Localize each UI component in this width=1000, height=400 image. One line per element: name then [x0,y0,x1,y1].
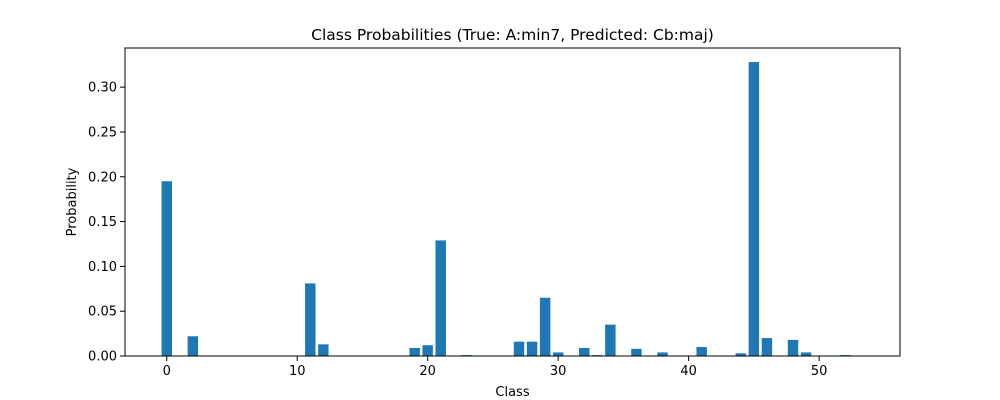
x-tick-label: 10 [289,364,306,379]
bar-class-19 [409,347,420,356]
bar-class-46 [761,338,773,356]
y-tick-label: 0.20 [88,170,117,185]
bar-class-21 [435,240,446,356]
bar-class-34 [605,324,616,356]
bar-class-11 [305,283,316,356]
x-axis-label: Class [495,385,529,400]
y-axis-label: Probability [65,167,80,236]
bar-class-0 [161,181,172,356]
bar-class-45 [748,62,760,356]
x-tick-label: 30 [550,364,567,379]
bar-class-32 [579,347,590,356]
bar-class-48 [787,339,799,356]
x-axis-ticks: 0 10 20 30 40 50 [163,356,828,379]
bar-class-49 [800,352,812,356]
chart-title: Class Probabilities (True: A:min7, Predi… [311,26,714,44]
bar-class-2 [187,336,199,356]
bar-class-41 [696,347,707,356]
bar-class-29 [539,297,551,356]
x-tick-label: 20 [419,364,436,379]
bar-class-27 [513,341,525,356]
y-tick-label: 0.00 [88,350,117,365]
x-tick-label: 0 [163,364,171,379]
y-tick-label: 0.25 [88,125,117,140]
y-tick-label: 0.15 [88,215,117,230]
y-tick-label: 0.10 [88,260,117,275]
plot-frame [124,47,901,357]
bar-class-28 [526,341,538,356]
bar-class-44 [735,353,747,356]
bar-class-30 [552,352,564,356]
bar-class-36 [631,348,642,356]
bar-class-20 [422,345,433,356]
bar-class-38 [657,352,668,356]
y-tick-label: 0.30 [88,81,117,96]
x-tick-label: 40 [680,364,697,379]
y-tick-label: 0.05 [88,305,117,320]
x-tick-label: 50 [811,364,828,379]
y-axis-ticks: 0.00 0.05 0.10 0.15 0.20 0.25 0.30 [88,81,125,365]
bars-group [161,62,851,356]
bar-class-12 [318,344,329,356]
